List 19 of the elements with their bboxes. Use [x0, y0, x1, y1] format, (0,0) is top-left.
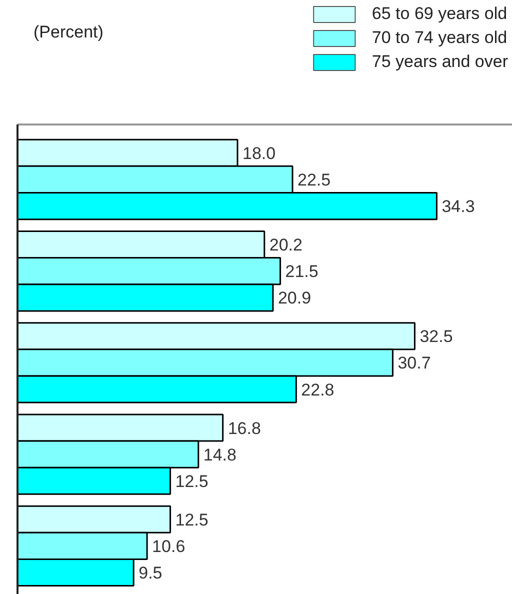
data-label: 9.5: [138, 564, 162, 583]
data-label: 20.9: [278, 288, 312, 308]
data-label: 10.6: [152, 536, 186, 556]
data-label: 34.3: [442, 197, 475, 216]
text: (Percent): [34, 22, 104, 42]
data-label: 32.5: [420, 327, 453, 346]
data-label: 14.8: [203, 445, 236, 464]
legend-label: 65 to 69 years old: [372, 4, 508, 24]
data-label: 22.5: [298, 170, 331, 190]
data-label: 21.5: [285, 262, 318, 282]
legend-label: 70 to 74 years old: [372, 28, 508, 48]
data-label: 30.7: [398, 354, 431, 373]
data-label: 16.8: [228, 418, 261, 438]
data-label: 12.5: [175, 472, 208, 491]
data-label: 20.2: [269, 236, 302, 255]
legend-label: 75 years and over: [372, 52, 508, 72]
data-label: 18.0: [242, 144, 276, 163]
data-label: 12.5: [175, 510, 208, 530]
data-label: 22.8: [301, 380, 334, 400]
